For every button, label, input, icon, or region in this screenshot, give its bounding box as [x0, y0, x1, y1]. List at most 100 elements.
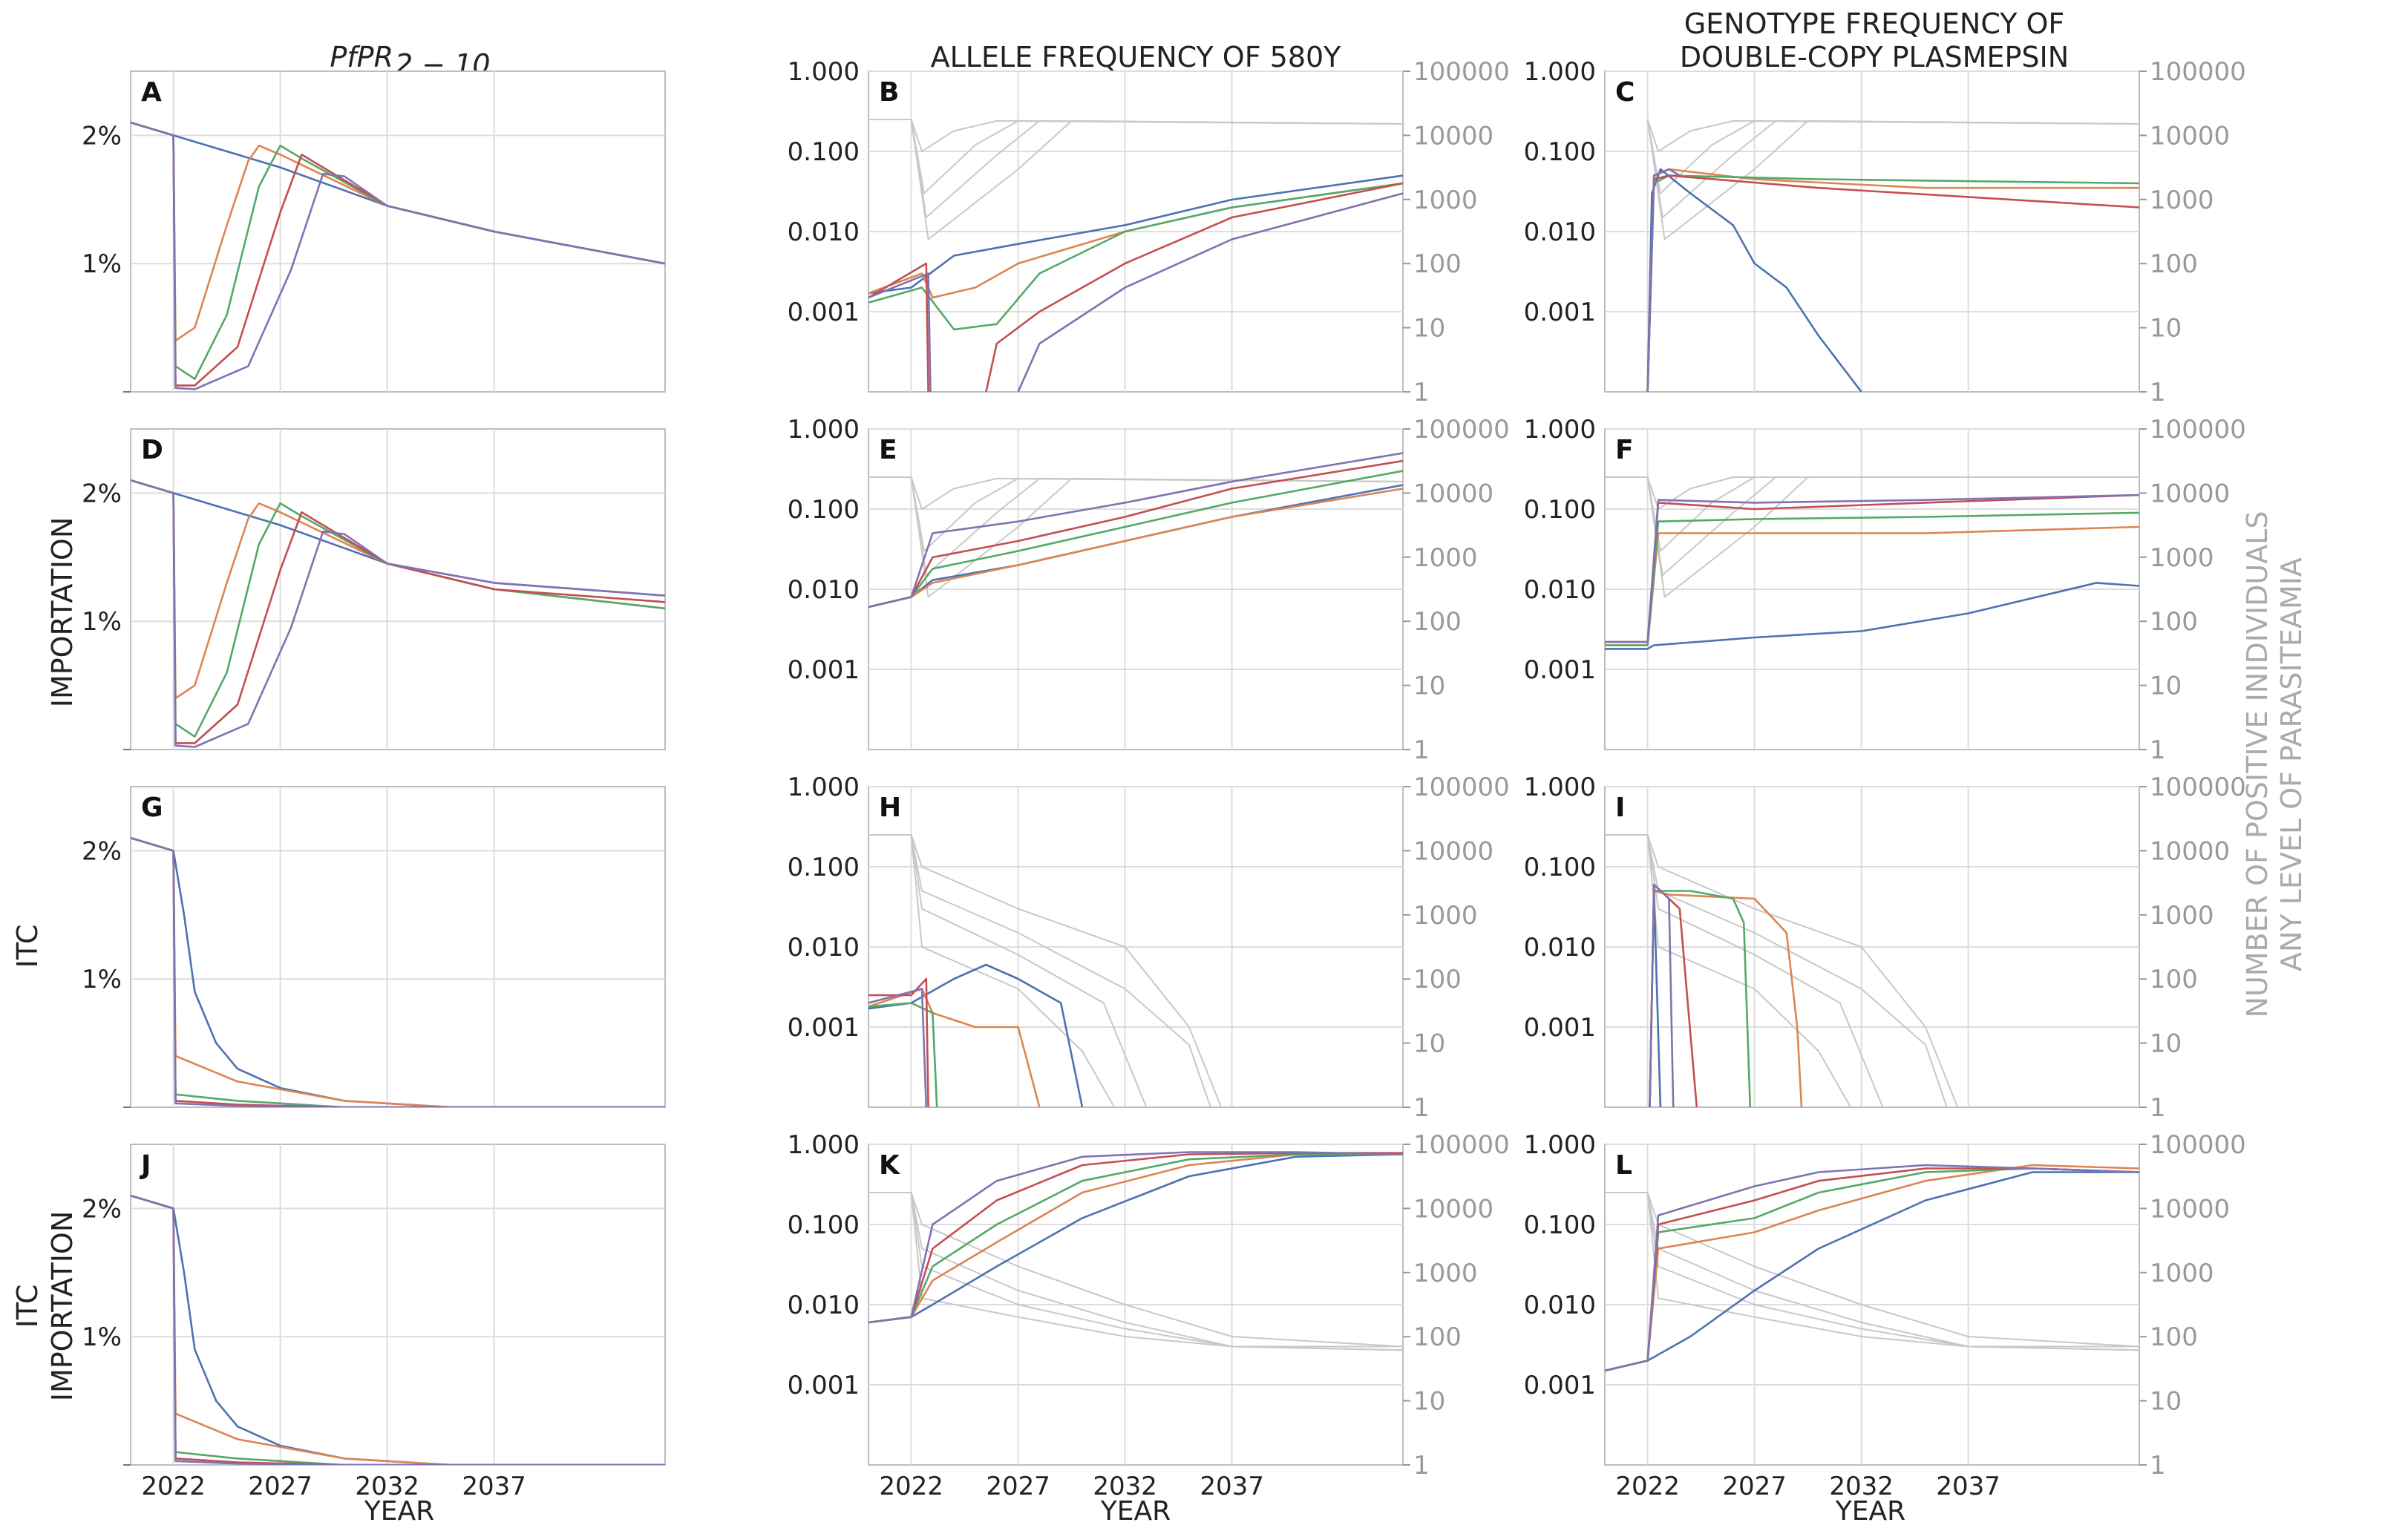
right-y-tick-label: 10000 [1413, 1194, 1493, 1224]
series-line-gray [868, 119, 1403, 240]
col-a-title: PfPR [330, 41, 393, 73]
series-group [868, 1151, 1403, 1351]
y-tick-label: 1.000 [1524, 773, 1596, 802]
series-line-purple [131, 479, 665, 748]
panel-frame [130, 71, 666, 393]
right-y-tick-label: 1 [2150, 735, 2166, 765]
series-line-purple [1605, 494, 2139, 643]
series-line-purple [1605, 1164, 2139, 1372]
col-c-title-line-1: GENOTYPE FREQUENCY OF [1684, 7, 2065, 40]
panel-frame [130, 1144, 666, 1466]
y-tick-label: 1.000 [1524, 415, 1596, 445]
right-y-tick-label: 10 [1413, 1029, 1445, 1059]
series-line-red [868, 262, 929, 392]
series-line-gray [868, 476, 1403, 598]
right-y-tick-label: 10 [2150, 1029, 2182, 1059]
right-y-tick-label: 100 [1413, 1322, 1462, 1352]
series-line-red [868, 977, 929, 1107]
right-y-tick-label: 1000 [1413, 1259, 1478, 1288]
series-line-purple [131, 1194, 665, 1465]
right-y-tick-label: 10 [2150, 314, 2182, 344]
series-line-purple [1017, 192, 1403, 392]
y-tick-label: 0.001 [1524, 298, 1596, 327]
series-line-blue [868, 174, 1403, 295]
series-line-purple [131, 836, 665, 1107]
right-y-tick-label: 100 [1413, 249, 1462, 279]
panel-letter: G [141, 793, 163, 823]
right-y-tick-label: 100 [2150, 965, 2198, 994]
row-label-importation-2: IMPORTATION [46, 1211, 79, 1402]
panel-k: 2022 2027 2032 2037 1.000 0.100 0.010 0.001 1000… [788, 1130, 1510, 1501]
y-tick-label: 1.000 [1524, 1130, 1596, 1160]
y-tick-label: 1.000 [788, 415, 860, 445]
series-line-purple [868, 272, 932, 392]
right-y-tick-label: 10000 [2150, 479, 2230, 508]
y-tick-label: 0.100 [1524, 853, 1596, 882]
right-y-tick-label: 100000 [1413, 57, 1510, 87]
panel-letter: H [879, 793, 901, 823]
panel-h: 1.000 0.100 0.010 0.001 100000 10000 1000 100 10… [788, 773, 1510, 1123]
series-line-purple [868, 1151, 1403, 1324]
x-tick-label: 2032 [1093, 1472, 1157, 1501]
row-label-itc-2: ITC [11, 1285, 44, 1328]
y-tick-label: 1.000 [788, 57, 860, 87]
right-y-tick-label: 100 [1413, 607, 1462, 637]
y-tick-label: 0.001 [1524, 1371, 1596, 1400]
right-y-tick-label: 10 [2150, 672, 2182, 701]
panel-j: 2022 2027 2032 2037 2% 1% J [82, 1144, 666, 1501]
panel-letter: E [879, 435, 897, 465]
right-y-tick-label: 100000 [1413, 415, 1510, 445]
series-line-blue [868, 1153, 1403, 1324]
series-group [868, 452, 1403, 609]
x-tick-label: 2022 [879, 1472, 943, 1501]
right-y-tick-label: 10 [1413, 314, 1445, 344]
y-tick-label: 2% [82, 479, 122, 508]
y-tick-label: 1% [82, 249, 122, 279]
series-line-purple [868, 452, 1403, 609]
y-tick-label: 1.000 [788, 773, 860, 802]
right-y-tick-label: 1000 [2150, 543, 2214, 573]
series-line-gray [1605, 834, 1852, 1107]
right-y-tick-label: 100 [2150, 249, 2198, 279]
row-label-importation: IMPORTATION [46, 517, 79, 708]
y-tick-label: 0.001 [788, 298, 860, 327]
y-tick-label: 0.001 [788, 1013, 860, 1043]
y-tick-label: 1% [82, 607, 122, 637]
panel-i: 1.000 0.100 0.010 0.001 100000 10000 1000 100 10… [1524, 773, 2246, 1123]
x-tick-label: 2027 [986, 1472, 1050, 1501]
right-y-tick-label: 10000 [1413, 836, 1493, 866]
right-y-tick-label: 1 [1413, 378, 1430, 407]
y-tick-label: 0.100 [1524, 495, 1596, 525]
series-group [868, 119, 1403, 392]
x-tick-label: 2022 [1615, 1472, 1680, 1501]
y-tick-label: 0.010 [788, 1291, 860, 1320]
right-y-tick-label: 100000 [2150, 773, 2246, 802]
right-y-tick-label: 10 [1413, 672, 1445, 701]
col-c-title-line-2: DOUBLE-COPY PLASMEPSIN [1680, 41, 2069, 73]
y-tick-label: 0.010 [1524, 217, 1596, 247]
y-tick-label: 1.000 [788, 1130, 860, 1160]
right-y-tick-label: 100000 [1413, 773, 1510, 802]
series-line-blue [1605, 1171, 2139, 1372]
right-axis-title-line-2: ANY LEVEL OF PARASITEAMIA [2275, 557, 2308, 971]
col-b-title: ALLELE FREQUENCY OF 580Y [931, 41, 1342, 73]
panel-letter: L [1615, 1150, 1632, 1181]
panel-letter: C [1615, 77, 1635, 108]
panel-letter: D [141, 435, 163, 465]
y-tick-label: 0.001 [1524, 1013, 1596, 1043]
y-tick-label: 0.100 [1524, 137, 1596, 167]
y-tick-label: 0.010 [788, 933, 860, 963]
right-y-tick-label: 100000 [2150, 1130, 2246, 1160]
y-tick-label: 2% [82, 1194, 122, 1224]
x-tick-label: 2027 [1722, 1472, 1787, 1501]
y-tick-label: 2% [82, 121, 122, 151]
y-tick-label: 0.010 [788, 217, 860, 247]
x-axis-title-c: YEAR [1835, 1496, 1905, 1527]
x-tick-label: 2037 [462, 1472, 526, 1501]
x-tick-label: 2037 [1200, 1472, 1264, 1501]
series-line-purple [1646, 168, 1681, 392]
panel-letter: F [1615, 435, 1634, 465]
row-label-itc: ITC [11, 925, 44, 968]
series-line-gray [868, 1192, 1403, 1351]
series-group [1605, 476, 2139, 650]
